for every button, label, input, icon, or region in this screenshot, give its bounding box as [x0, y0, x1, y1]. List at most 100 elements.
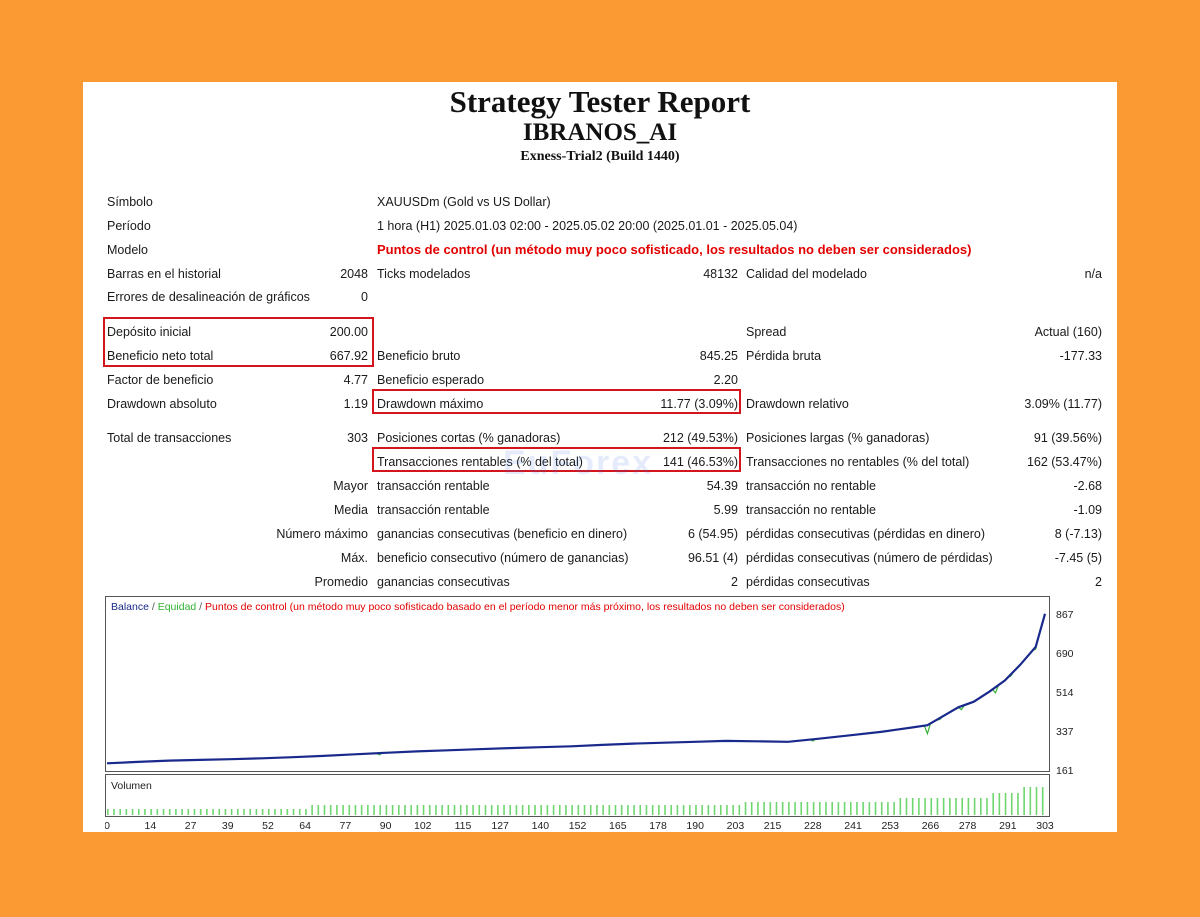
volume-bar [224, 809, 227, 815]
volume-bar [918, 798, 920, 815]
volume-bar [354, 805, 357, 815]
volume-bar [583, 805, 586, 815]
volume-bar [168, 809, 171, 815]
x-tick-label: 102 [414, 820, 432, 832]
x-tick-label: 278 [959, 820, 977, 832]
volume-bar [596, 805, 598, 815]
x-tick-label: 303 [1036, 820, 1054, 832]
volume-bar [825, 802, 827, 815]
volume-bar [688, 805, 691, 815]
profit-factor-value: 4.77 [343, 373, 368, 387]
volume-bar [1017, 793, 1019, 815]
avg-losses-label: pérdidas consecutivas [746, 575, 870, 589]
long-value: 91 (39.56%) [1033, 431, 1102, 445]
legend-note: Puntos de control (un método muy poco so… [205, 601, 845, 613]
volume-bar [633, 805, 635, 815]
avg-consec-label: Promedio [314, 575, 369, 589]
volume-bar [199, 809, 202, 815]
volume-bar [280, 809, 282, 815]
volume-bar [428, 805, 431, 815]
volume-bar [206, 809, 208, 815]
volume-bar [750, 802, 753, 815]
profit-trades-value: 141 (46.53%) [662, 455, 738, 469]
y-tick-label: 867 [1056, 609, 1074, 621]
x-tick-label: 203 [727, 820, 745, 832]
legend-equity: Equidad [158, 601, 197, 613]
max-dd-label: Drawdown máximo [377, 397, 484, 411]
volume-bar [379, 805, 382, 815]
y-tick-label: 337 [1056, 726, 1074, 738]
volume-bar [249, 809, 252, 815]
x-tick-label: 140 [532, 820, 550, 832]
volume-bar [1010, 793, 1013, 815]
x-tick-label: 241 [844, 820, 862, 832]
maximal-profit-label: beneficio consecutivo (número de gananci… [377, 551, 629, 565]
balance-chart: Balance / Equidad / Puntos de control (u… [105, 596, 1074, 832]
short-value: 212 (49.53%) [662, 431, 738, 445]
highlight-max-drawdown [372, 389, 741, 414]
largest-label: Mayor [333, 479, 368, 493]
x-tick-label: 115 [455, 820, 472, 832]
volume-bar [738, 805, 741, 815]
volume-bar [453, 805, 456, 815]
volume-bar [775, 802, 778, 815]
volume-bar [119, 809, 121, 815]
volume-bar [862, 802, 864, 815]
volume-bar [552, 805, 555, 815]
volume-bar [540, 805, 542, 815]
avg-loss-value: -1.09 [1073, 503, 1103, 517]
volume-bar [794, 802, 796, 815]
volume-bar [243, 809, 245, 815]
volume-frame [105, 774, 1050, 817]
volume-bar [819, 802, 821, 815]
volume-bar [602, 805, 604, 815]
volume-bar [880, 802, 883, 815]
spread-label: Spread [746, 325, 787, 339]
volume-bar [175, 809, 177, 815]
volume-bar [329, 805, 332, 815]
total-trades-value: 303 [347, 431, 368, 445]
errors-value: 0 [361, 290, 368, 304]
volume-bar [187, 809, 190, 815]
ea-name: IBRANOS_AI [522, 119, 678, 146]
volume-bar [484, 805, 487, 815]
volume-bar [837, 802, 840, 815]
volume-bar [292, 809, 295, 815]
volume-bar [942, 798, 945, 815]
x-tick-label: 152 [569, 820, 587, 832]
volume-bar [887, 802, 889, 815]
x-tick-label: 52 [262, 820, 274, 832]
volume-bar [490, 805, 493, 815]
volume-bar [416, 805, 419, 815]
profit-trades-label: Transacciones rentables (% del total) [377, 455, 583, 469]
balance-line [106, 613, 1047, 765]
volume-bar [924, 798, 926, 815]
avg-wins-value: 2 [731, 575, 738, 589]
volume-bar [360, 805, 363, 815]
avg-profit-label: transacción rentable [377, 503, 490, 517]
volume-bar [670, 805, 673, 815]
rel-dd-value: 3.09% (11.77) [1024, 397, 1102, 411]
volume-bar [459, 805, 462, 815]
avg-losses-value: 2 [1095, 575, 1102, 589]
expected-payoff-label: Beneficio esperado [377, 373, 485, 387]
volume-bar [992, 793, 994, 815]
volume-bar [1023, 787, 1025, 815]
x-tick-label: 291 [999, 820, 1017, 832]
profit-factor-label: Factor de beneficio [107, 373, 214, 387]
highlight-profit-trades [372, 447, 741, 472]
maximal-loss-value: -7.45 (5) [1054, 551, 1102, 565]
bars-value: 2048 [340, 267, 368, 281]
volume-bar [497, 805, 499, 815]
volume-bar [664, 805, 666, 815]
volume-bar [874, 802, 877, 815]
volume-bar [323, 805, 326, 815]
volume-bar [156, 809, 159, 815]
volume-bar [373, 805, 375, 815]
volume-bar [806, 802, 809, 815]
volume-bar [967, 798, 970, 815]
volume-bar [856, 802, 858, 815]
volume-bar [305, 809, 307, 815]
x-tick-label: 90 [380, 820, 392, 832]
volume-bar [397, 805, 400, 815]
